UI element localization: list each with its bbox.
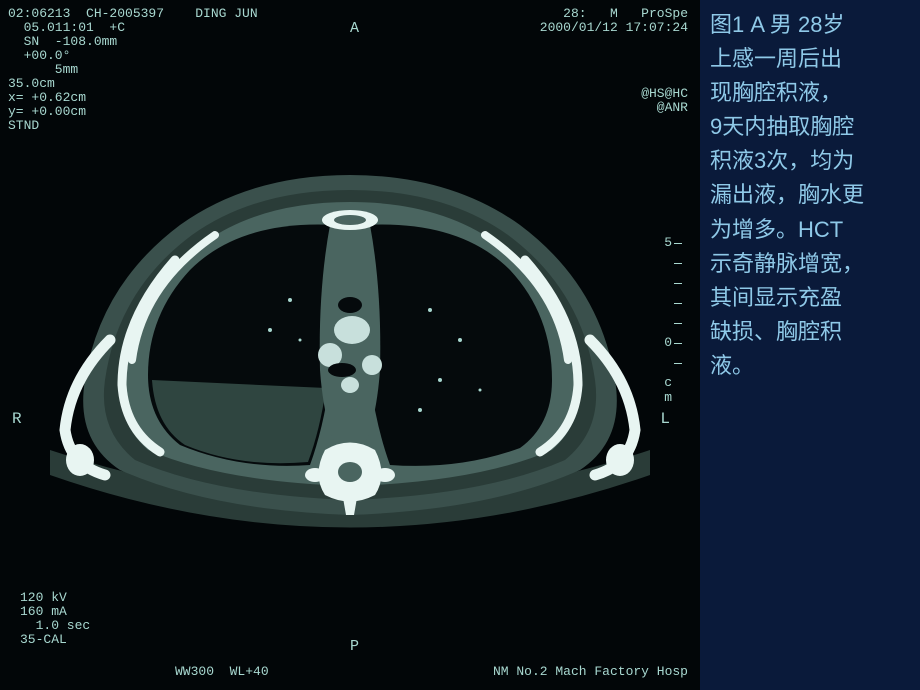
caption-line: 缺损、胸腔积 xyxy=(710,315,915,349)
scale-tick xyxy=(674,323,682,324)
scale-tick xyxy=(674,263,682,264)
window-level: WW300 WL+40 xyxy=(175,664,269,679)
ct-meta-line: 35.0cm xyxy=(8,76,55,91)
ct-meta-line: y= +0.00cm xyxy=(8,104,86,119)
scale-tick xyxy=(674,343,682,344)
left-marker: L xyxy=(660,410,670,428)
ct-scan-panel: 02:06213 CH-2005397 DING JUN 05.011:01 +… xyxy=(0,0,700,690)
anterior-marker: A xyxy=(350,20,359,37)
hospital-name: NM No.2 Mach Factory Hosp xyxy=(493,664,688,679)
caption-line: 图1 A 男 28岁 xyxy=(710,8,915,42)
ct-meta-line: 1.0 sec xyxy=(20,618,90,633)
ct-meta-line: 120 kV xyxy=(20,590,67,605)
ct-meta-line: 02:06213 CH-2005397 DING JUN xyxy=(8,6,258,21)
caption-line: 积液3次，均为 xyxy=(710,144,915,178)
caption-line: 9天内抽取胸腔 xyxy=(710,110,915,144)
ct-meta-line: +00.0° xyxy=(8,48,70,63)
caption-line: 为增多。HCT xyxy=(710,213,915,247)
scale-tick xyxy=(674,283,682,284)
ct-meta-line: 28: M ProSpe xyxy=(563,6,688,21)
ct-meta-line: x= +0.62cm xyxy=(8,90,86,105)
caption-line: 上感一周后出 xyxy=(710,42,915,76)
posterior-marker: P xyxy=(350,638,359,655)
scale-tick xyxy=(674,243,682,244)
ct-meta-line: @ANR xyxy=(657,100,688,115)
right-marker: R xyxy=(12,410,22,428)
scale-tick xyxy=(674,303,682,304)
figure-caption: 图1 A 男 28岁 上感一周后出 现胸腔积液， 9天内抽取胸腔 积液3次，均为… xyxy=(710,8,915,383)
ct-meta-line: SN -108.0mm xyxy=(8,34,117,49)
caption-line: 现胸腔积液， xyxy=(710,76,915,110)
caption-line: 其间显示充盈 xyxy=(710,281,915,315)
ct-meta-line: 05.011:01 +C xyxy=(8,20,125,35)
ct-meta-line: @HS@HC xyxy=(641,86,688,101)
ct-axial-slice xyxy=(30,130,670,540)
ct-meta-line: 160 mA xyxy=(20,604,67,619)
caption-line: 液。 xyxy=(710,349,915,383)
caption-line: 漏出液，胸水更 xyxy=(710,178,915,212)
caption-line: 示奇静脉增宽， xyxy=(710,247,915,281)
ct-meta-line: 35-CAL xyxy=(20,632,67,647)
ct-meta-line: 5mm xyxy=(8,62,78,77)
scale-tick xyxy=(674,363,682,364)
ct-meta-line: 2000/01/12 17:07:24 xyxy=(540,20,688,35)
